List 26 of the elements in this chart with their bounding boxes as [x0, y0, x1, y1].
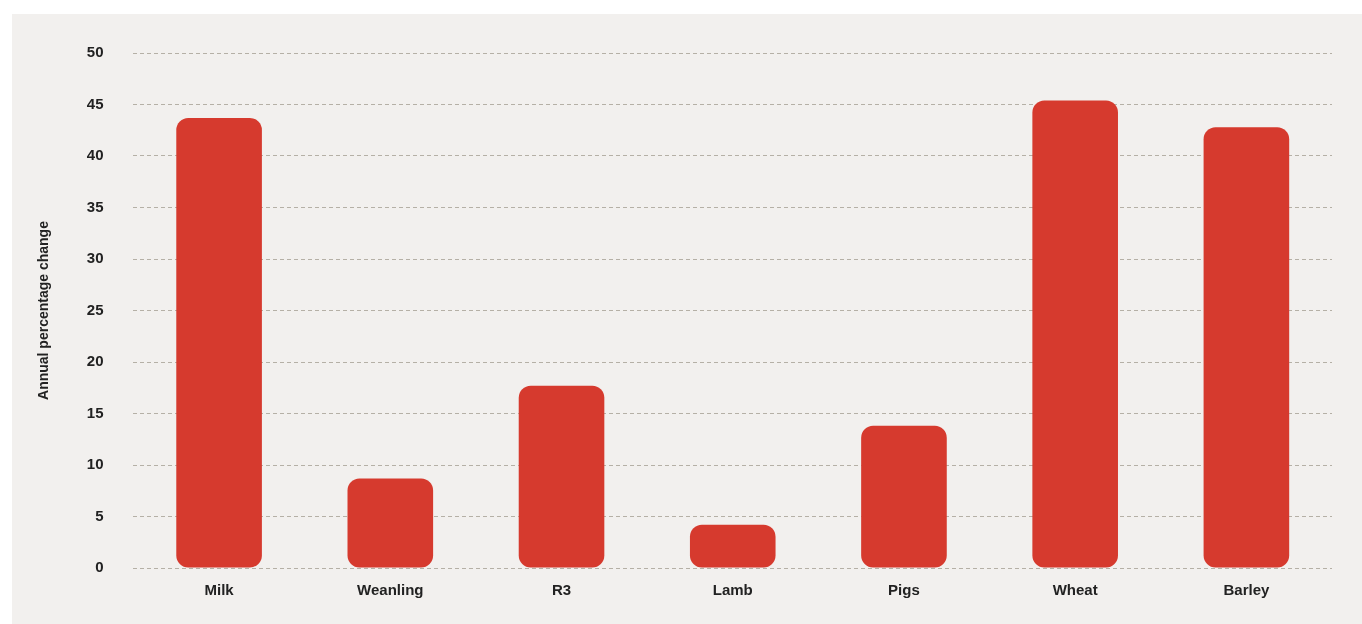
x-tick-label: Milk	[204, 581, 235, 599]
y-tick-label: 50	[86, 43, 104, 61]
bar	[518, 385, 605, 568]
y-tick-label: 10	[86, 455, 104, 473]
bar	[176, 117, 262, 568]
y-tick-label: 0	[95, 558, 104, 576]
y-tick-label: 15	[86, 403, 104, 421]
y-tick-label: 5	[95, 506, 104, 524]
y-tick-label: 40	[86, 146, 104, 164]
bar	[861, 425, 947, 568]
y-axis-title: Annual percentage change	[35, 220, 52, 400]
x-tick-label: R3	[551, 581, 572, 599]
y-tick-label: 35	[86, 197, 104, 215]
bar	[1032, 100, 1118, 568]
x-tick-label: Barley	[1223, 581, 1270, 599]
x-tick-label: Weanling	[357, 581, 424, 599]
y-tick-label: 30	[86, 249, 104, 267]
bar	[1203, 127, 1290, 568]
y-tick-label: 25	[86, 300, 104, 318]
bar	[689, 524, 776, 568]
bar	[347, 478, 434, 568]
x-tick-label: Lamb	[712, 581, 753, 599]
x-tick-label: Pigs	[888, 581, 920, 599]
x-tick-label: Wheat	[1052, 581, 1098, 599]
y-tick-label: 45	[86, 94, 104, 112]
y-tick-label: 20	[86, 352, 104, 370]
